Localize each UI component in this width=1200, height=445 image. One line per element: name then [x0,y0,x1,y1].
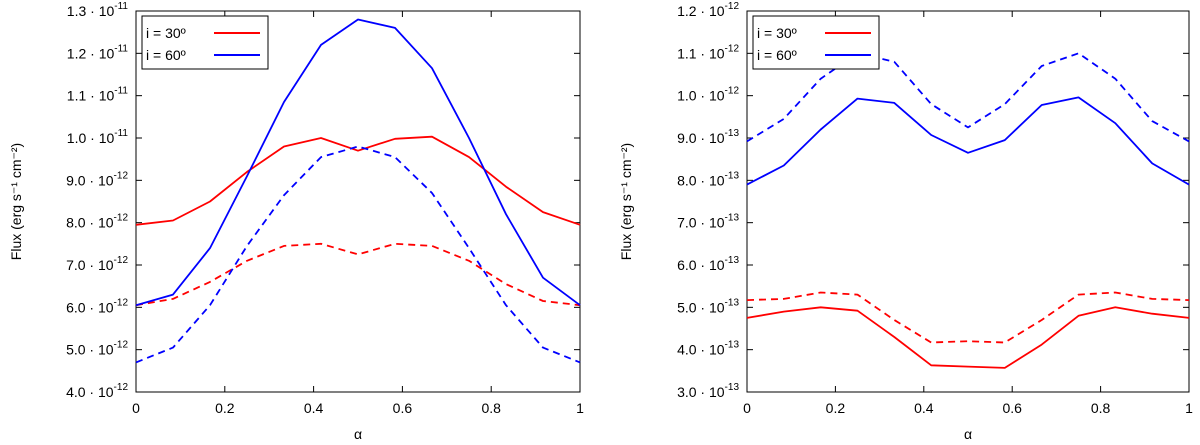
y-tick-exponent: -13 [725,297,740,308]
plot-frame [135,10,581,393]
legend-label: i = 60º [757,47,797,63]
x-tick-label: 0.2 [826,400,846,416]
x-tick-label: 0.4 [304,400,324,416]
y-tick-label: 1.2 · 10-11 [67,43,129,61]
y-tick-mantissa: 1.2 · 10 [677,3,725,19]
series-line-0 [135,135,581,226]
y-tick-exponent: -12 [114,340,129,351]
y-tick-label: 8.0 · 10-12 [66,213,128,231]
x-tick-label: 0.4 [914,400,934,416]
y-tick-mantissa: 1.0 · 10 [67,130,115,146]
series-line-2 [746,96,1190,186]
y-tick-mantissa: 8.0 · 10 [66,215,114,231]
y-tick-exponent: -13 [725,170,740,181]
y-axis-label: Flux (erg s⁻¹ cm⁻²) [618,143,634,260]
y-tick-exponent: -11 [114,128,128,139]
x-tick-label: 1 [576,400,584,416]
y-tick-mantissa: 8.0 · 10 [677,172,725,188]
y-tick-exponent: -12 [114,382,129,393]
y-tick-mantissa: 1.1 · 10 [67,88,115,104]
y-tick-exponent: -13 [725,255,740,266]
x-axis-label: α [964,426,972,442]
x-tick-label: 0.8 [481,400,501,416]
y-tick-label: 8.0 · 10-13 [677,170,739,188]
y-tick-exponent: -13 [725,213,740,224]
y-tick-label: 7.0 · 10-13 [677,213,739,231]
y-tick-label: 5.0 · 10-13 [677,297,739,315]
x-tick-label: 0.6 [393,400,413,416]
legend-label: i = 30º [146,25,186,41]
series-line-3 [746,52,1190,143]
y-tick-mantissa: 6.0 · 10 [677,257,725,273]
series-line-1 [135,242,581,307]
y-tick-mantissa: 6.0 · 10 [66,299,114,315]
x-tick-label: 0 [743,400,751,416]
y-tick-label: 5.0 · 10-12 [66,340,128,358]
y-tick-label: 1.1 · 10-12 [677,43,739,61]
y-tick-label: 4.0 · 10-13 [677,340,739,358]
y-tick-label: 3.0 · 10-13 [677,382,739,400]
y-tick-exponent: -12 [114,297,129,308]
y-axis-label: Flux (erg s⁻¹ cm⁻²) [8,143,24,260]
y-tick-exponent: -12 [114,213,129,224]
y-tick-exponent: -12 [725,43,740,54]
y-tick-mantissa: 5.0 · 10 [677,299,725,315]
chart-right: 3.0 · 10-134.0 · 10-135.0 · 10-136.0 · 1… [618,1,1193,442]
y-tick-mantissa: 3.0 · 10 [677,384,725,400]
y-tick-label: 4.0 · 10-12 [66,382,128,400]
legend-label: i = 30º [757,25,797,41]
y-tick-label: 9.0 · 10-13 [677,128,739,146]
y-tick-label: 9.0 · 10-12 [66,170,128,188]
x-tick-label: 0.2 [215,400,235,416]
legend-label: i = 60º [146,47,186,63]
y-tick-exponent: -12 [114,255,129,266]
y-tick-label: 1.0 · 10-12 [677,86,739,104]
x-tick-label: 0.6 [1002,400,1022,416]
y-tick-label: 7.0 · 10-12 [66,255,128,273]
y-tick-exponent: -12 [114,170,129,181]
series-line-1 [746,291,1190,344]
x-axis-label: α [354,426,362,442]
y-tick-exponent: -11 [114,43,128,54]
y-tick-exponent: -13 [725,382,740,393]
y-tick-mantissa: 5.0 · 10 [66,342,114,358]
series-line-0 [746,306,1190,369]
y-tick-mantissa: 9.0 · 10 [677,130,725,146]
y-tick-exponent: -13 [725,340,740,351]
x-tick-label: 0 [132,400,140,416]
y-tick-exponent: -12 [725,1,740,12]
y-tick-exponent: -11 [114,86,128,97]
y-tick-exponent: -13 [725,128,740,139]
y-tick-mantissa: 7.0 · 10 [677,215,725,231]
x-tick-label: 1 [1185,400,1193,416]
chart-left: 4.0 · 10-125.0 · 10-126.0 · 10-127.0 · 1… [8,1,584,442]
y-tick-exponent: -12 [725,86,740,97]
plot-frame [746,10,1190,393]
series-line-2 [135,18,581,307]
y-tick-exponent: -11 [114,1,128,12]
y-tick-mantissa: 4.0 · 10 [677,342,725,358]
y-tick-label: 1.2 · 10-12 [677,1,739,19]
y-tick-label: 6.0 · 10-13 [677,255,739,273]
y-tick-mantissa: 1.1 · 10 [677,45,725,61]
y-tick-label: 1.0 · 10-11 [67,128,129,146]
legend-box [141,15,269,70]
legend-box [752,15,880,70]
y-tick-mantissa: 7.0 · 10 [66,257,114,273]
y-tick-mantissa: 1.0 · 10 [677,88,725,104]
x-tick-label: 0.8 [1091,400,1111,416]
y-tick-label: 1.1 · 10-11 [67,86,129,104]
y-tick-mantissa: 9.0 · 10 [66,172,114,188]
y-tick-mantissa: 4.0 · 10 [66,384,114,400]
series-line-3 [135,145,581,364]
y-tick-label: 6.0 · 10-12 [66,297,128,315]
y-tick-mantissa: 1.3 · 10 [67,3,115,19]
y-tick-label: 1.3 · 10-11 [67,1,129,19]
y-tick-mantissa: 1.2 · 10 [67,45,115,61]
